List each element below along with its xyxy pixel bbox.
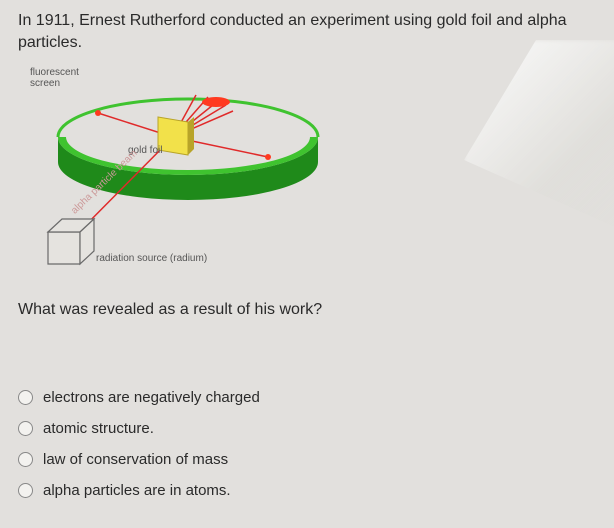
question-text: What was revealed as a result of his wor…	[18, 301, 596, 319]
radio-icon	[18, 452, 33, 467]
radio-icon	[18, 483, 33, 498]
option-label: alpha particles are in atoms.	[43, 482, 231, 499]
option-1[interactable]: atomic structure.	[18, 420, 596, 437]
photo-glare	[464, 40, 614, 240]
label-radiation-source: radiation source (radium)	[96, 253, 207, 264]
option-label: electrons are negatively charged	[43, 389, 260, 406]
option-label: atomic structure.	[43, 420, 154, 437]
intro-text: In 1911, Ernest Rutherford conducted an …	[18, 10, 596, 55]
label-fluorescent-screen: fluorescentscreen	[30, 67, 79, 89]
option-3[interactable]: alpha particles are in atoms.	[18, 482, 596, 499]
radio-icon	[18, 390, 33, 405]
radio-icon	[18, 421, 33, 436]
option-label: law of conservation of mass	[43, 451, 228, 468]
option-0[interactable]: electrons are negatively charged	[18, 389, 596, 406]
options-group: electrons are negatively charged atomic …	[18, 389, 596, 499]
option-2[interactable]: law of conservation of mass	[18, 451, 596, 468]
rutherford-diagram: fluorescentscreen gold foil alpha partic…	[18, 67, 358, 287]
